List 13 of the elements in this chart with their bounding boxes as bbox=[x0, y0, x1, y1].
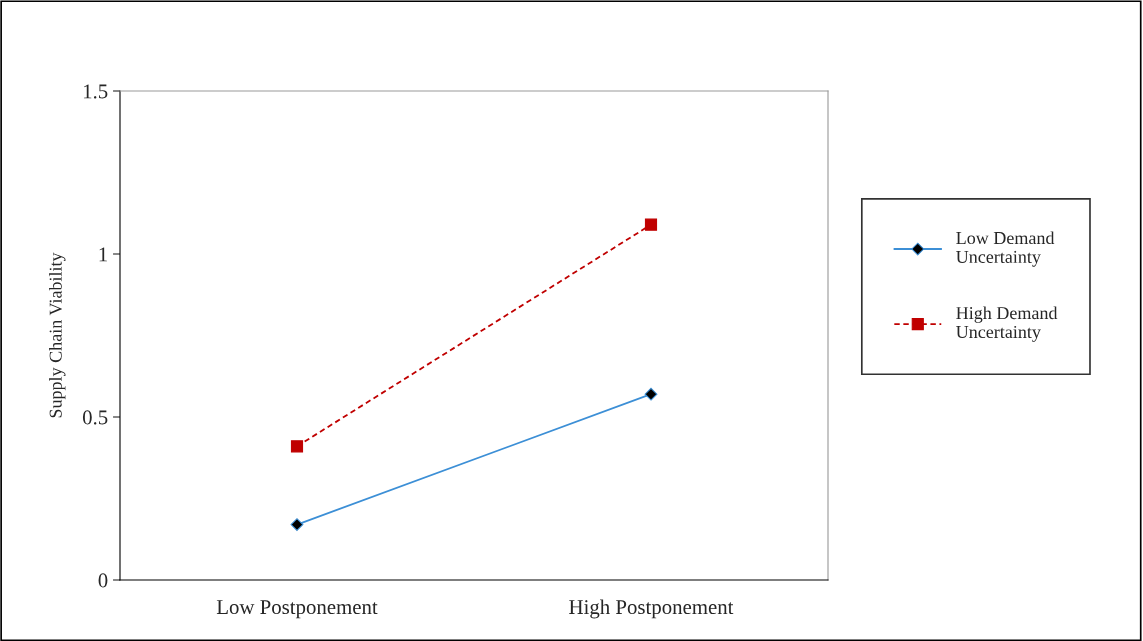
x-tick-label: High Postponement bbox=[569, 599, 734, 619]
point bbox=[290, 518, 304, 531]
y-tick-label: 0.5 bbox=[82, 410, 108, 425]
point bbox=[644, 387, 658, 401]
y-tick-label: 1.5 bbox=[83, 84, 108, 99]
legend-label: High Demand Uncertainty bbox=[956, 306, 1058, 342]
y-axis-title: Supply Chain Viability bbox=[49, 252, 66, 418]
y-tick-label: 0 bbox=[98, 573, 108, 588]
point bbox=[290, 440, 304, 453]
legend-label: Low Demand Uncertainty bbox=[956, 231, 1055, 267]
point bbox=[644, 218, 658, 231]
x-tick-label: Low Postponement bbox=[216, 600, 378, 619]
y-tick-label: 1 bbox=[99, 247, 107, 262]
